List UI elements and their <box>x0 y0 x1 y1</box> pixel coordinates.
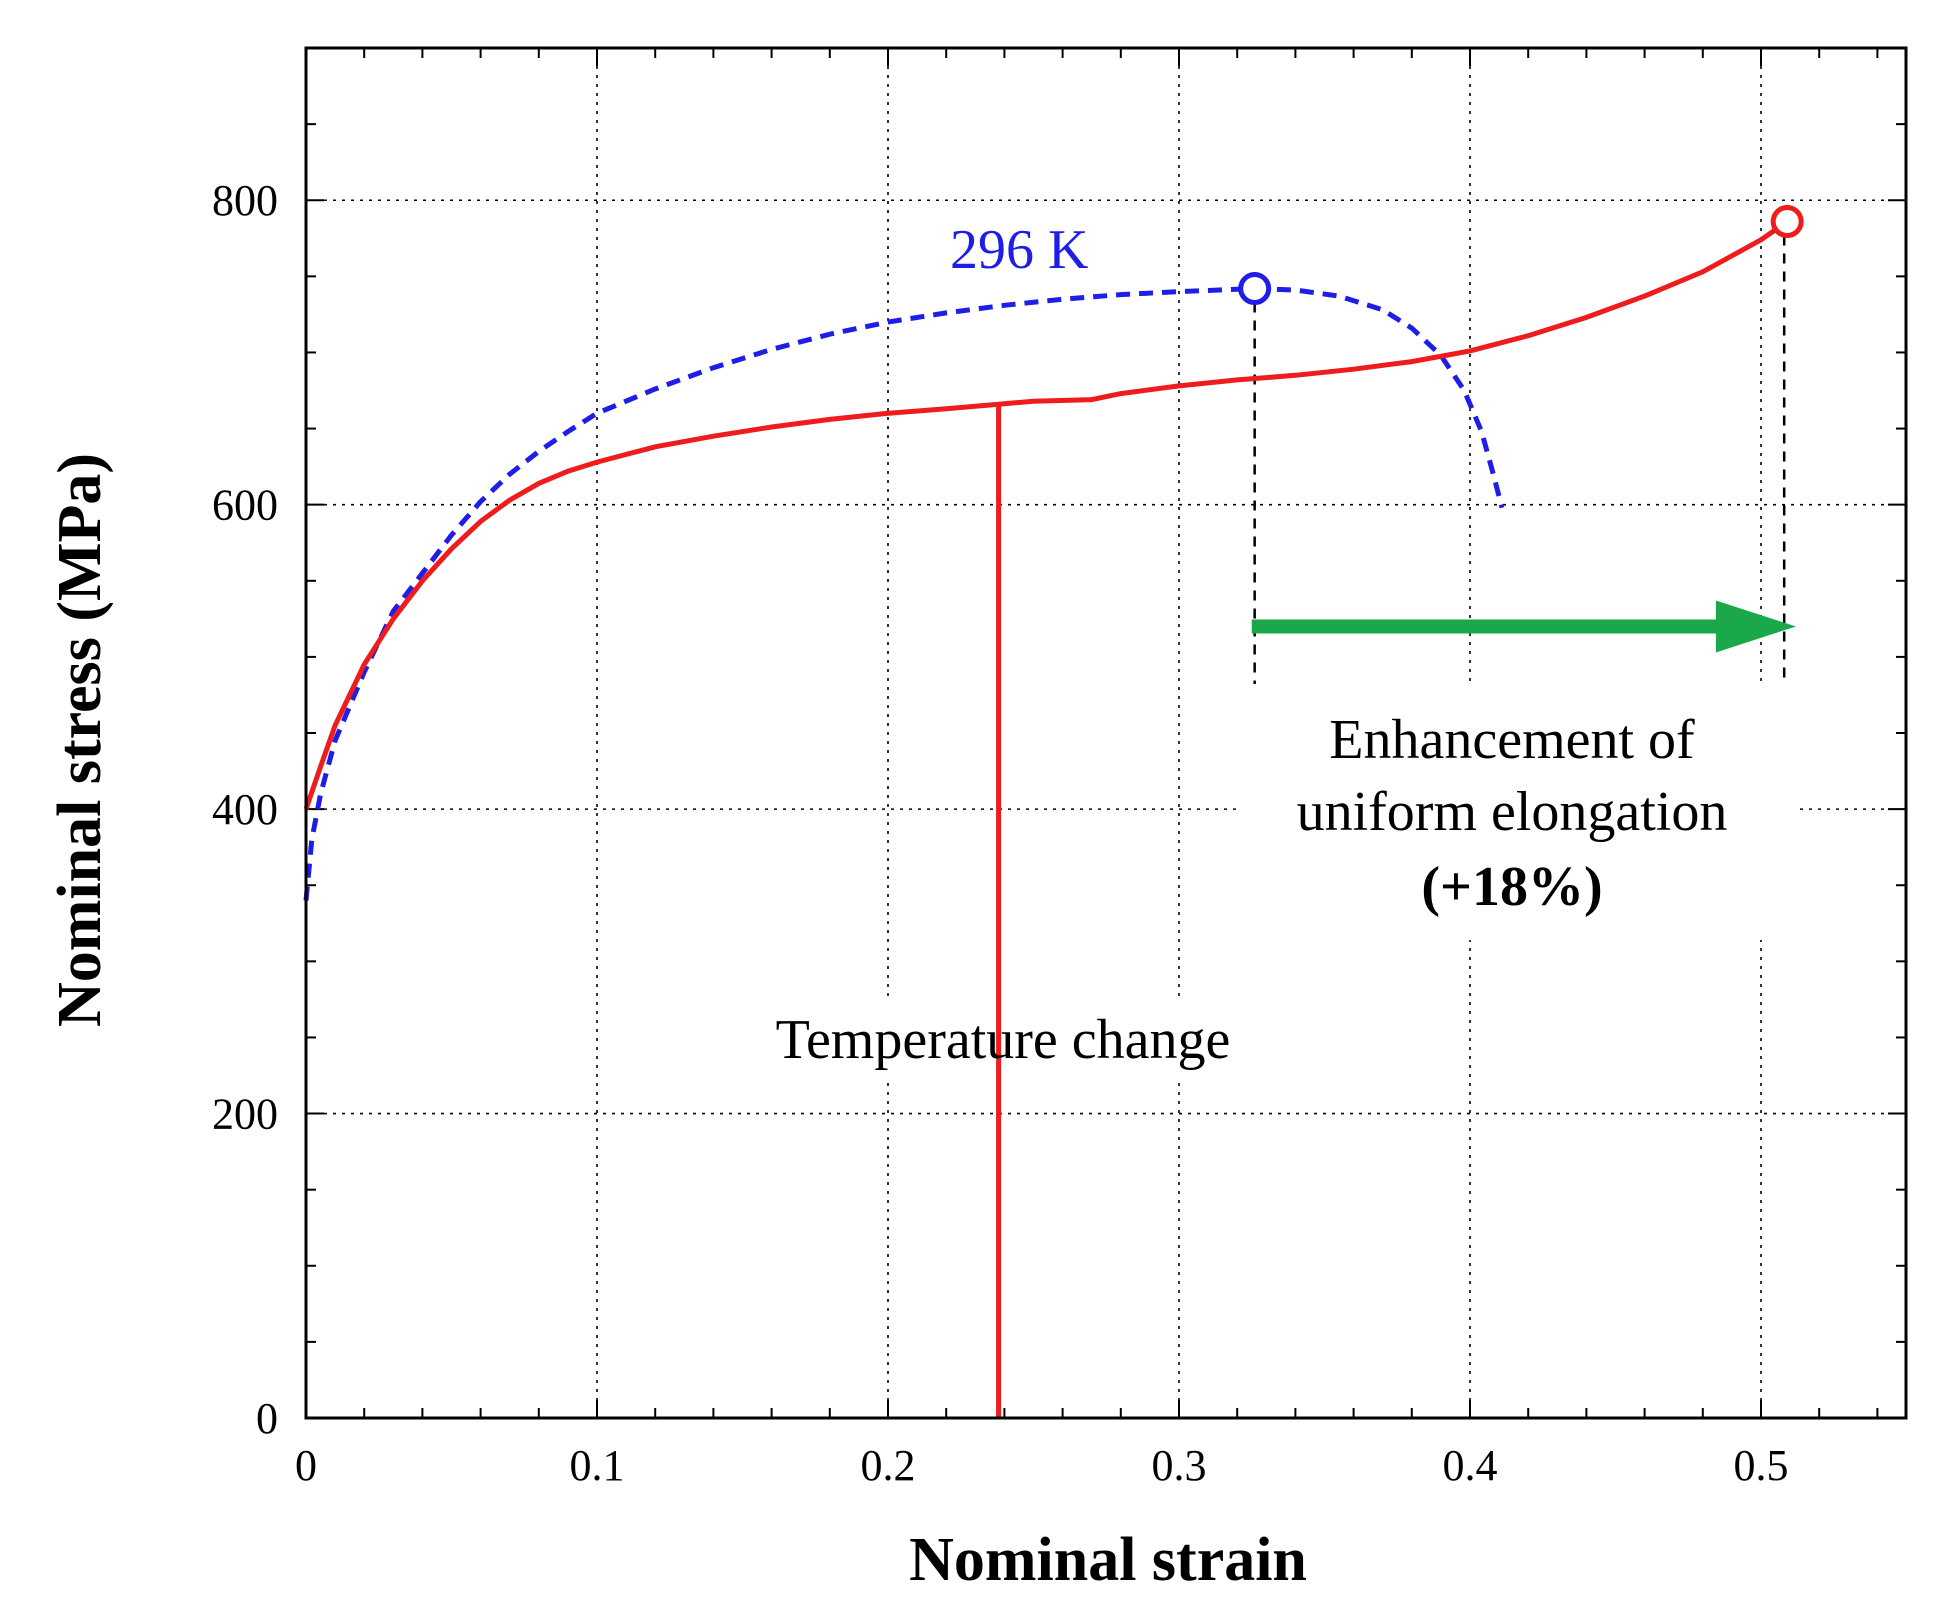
blue-failure-marker <box>1238 272 1272 306</box>
y-tick-label: 400 <box>212 785 278 834</box>
x-tick-label: 0 <box>295 1441 317 1490</box>
y-axis-title: Nominal stress (MPa) <box>46 453 114 1027</box>
plot-frame <box>304 46 1908 1420</box>
series-temperature-change-curve <box>303 219 1789 810</box>
enhancement-label-box <box>1238 684 1794 940</box>
enhancement-value: (+18%) <box>1421 856 1602 918</box>
enhancement-label-line1: Enhancement of <box>1329 709 1695 771</box>
red-failure-marker <box>1770 205 1804 239</box>
temperature-change-label: Temperature change <box>776 1009 1231 1071</box>
x-tick-label: 0.3 <box>1152 1441 1207 1490</box>
x-axis-title: Nominal strain <box>909 1526 1307 1594</box>
series-296k-curve <box>303 285 1505 901</box>
minor-tick-layer <box>305 47 1906 1419</box>
x-tick-label: 0.1 <box>570 1441 625 1490</box>
y-tick-label: 0 <box>256 1394 278 1443</box>
x-tick-label: 0.2 <box>861 1441 916 1490</box>
series-296k-label: 296 K <box>950 219 1088 281</box>
temperature-change-label-box <box>740 1000 1266 1082</box>
y-tick-label: 200 <box>212 1090 278 1139</box>
tick-label-layer: 0 0.1 0.2 0.3 0.4 0.5 0 200 400 600 800 <box>212 176 1789 1490</box>
x-tick-label: 0.5 <box>1734 1441 1789 1490</box>
y-tick-label: 600 <box>212 481 278 530</box>
y-tick-label: 800 <box>212 176 278 225</box>
enhancement-label-line2: uniform elongation <box>1297 781 1728 843</box>
x-tick-label: 0.4 <box>1443 1441 1498 1490</box>
elongation-arrow-head <box>1715 600 1796 653</box>
